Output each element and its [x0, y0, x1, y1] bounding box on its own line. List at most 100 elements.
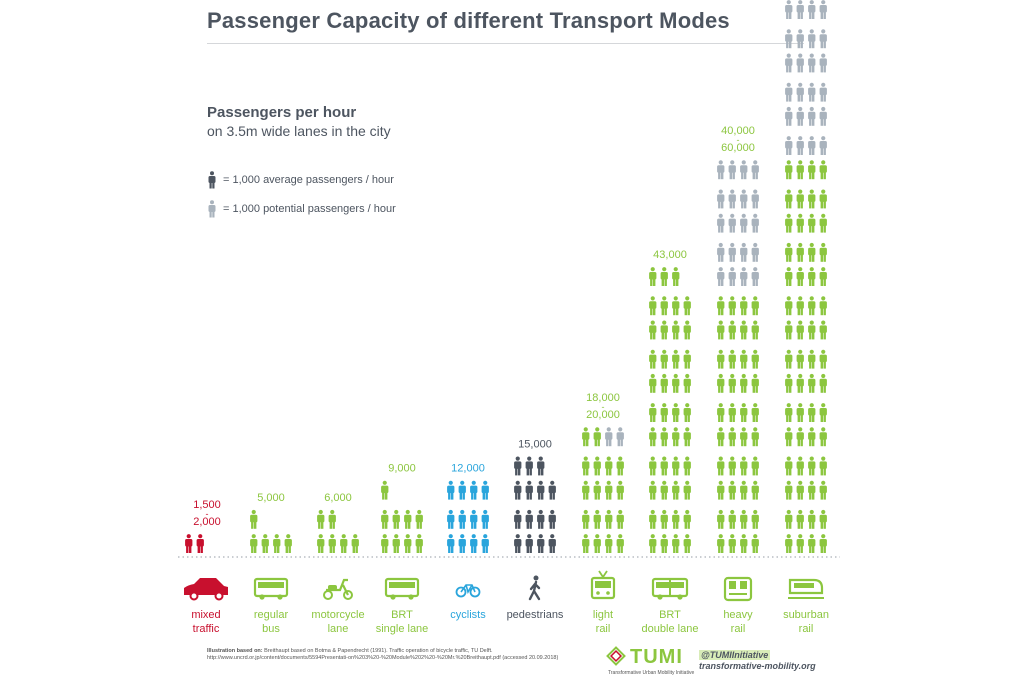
person-icon	[548, 509, 556, 529]
person-icon	[514, 534, 522, 553]
person-icon	[672, 373, 680, 393]
person-icon	[796, 427, 804, 447]
bus-icon	[253, 577, 289, 600]
value-label: 43,000	[653, 249, 687, 261]
person-icon	[796, 456, 804, 476]
person-icon	[728, 160, 736, 180]
person-icon	[470, 480, 478, 500]
person-icon	[660, 296, 668, 316]
person-icon	[672, 427, 680, 447]
person-icon	[537, 534, 545, 553]
person-icon	[250, 534, 258, 553]
person-icon	[273, 534, 281, 553]
bar-moto	[317, 509, 359, 553]
person-icon	[593, 534, 601, 553]
person-icon	[185, 534, 193, 553]
person-icon	[819, 53, 827, 73]
person-icon	[785, 349, 793, 369]
person-icon	[808, 0, 816, 19]
person-icon	[785, 427, 793, 447]
tumi-diamond-icon	[606, 646, 626, 666]
category-label-line2: rail	[731, 623, 746, 635]
person-icon	[660, 480, 668, 500]
category-label-line2: rail	[799, 623, 814, 635]
person-icon	[683, 509, 691, 529]
person-icon	[808, 480, 816, 500]
person-icon	[415, 534, 423, 553]
person-icon	[751, 242, 759, 262]
person-icon	[514, 456, 522, 476]
person-icon	[605, 480, 613, 500]
person-icon	[740, 160, 748, 180]
person-icon	[605, 456, 613, 476]
person-icon	[470, 509, 478, 529]
person-icon	[458, 480, 466, 500]
person-icon	[785, 373, 793, 393]
person-icon	[728, 534, 736, 553]
person-icon	[808, 267, 816, 286]
website-link[interactable]: transformative-mobility.org	[699, 661, 816, 671]
category-label-line1: BRT	[659, 609, 681, 621]
person-icon	[808, 213, 816, 233]
person-icon	[819, 296, 827, 316]
value-label-dash: -	[602, 402, 605, 412]
bar-ped	[514, 456, 556, 553]
person-icon	[785, 136, 793, 155]
person-icon	[740, 242, 748, 262]
person-icon	[196, 534, 204, 553]
person-icon	[683, 427, 691, 447]
person-icon	[447, 534, 455, 553]
person-icon	[819, 82, 827, 102]
person-icon	[717, 456, 725, 476]
person-icon	[717, 320, 725, 340]
double-bus-icon	[651, 577, 689, 600]
category-label-line1: regular	[254, 609, 289, 621]
person-icon	[751, 267, 759, 286]
person-icon	[447, 480, 455, 500]
person-icon	[751, 403, 759, 422]
twitter-handle[interactable]: @TUMIInitiative	[699, 650, 771, 660]
person-icon	[819, 373, 827, 393]
person-icon	[683, 373, 691, 393]
person-dark-icon	[208, 171, 216, 189]
person-icon	[672, 534, 680, 553]
person-icon	[785, 296, 793, 316]
value-label: 9,000	[388, 463, 416, 475]
person-icon	[751, 320, 759, 340]
person-icon	[751, 160, 759, 180]
person-icon	[261, 534, 269, 553]
person-icon	[537, 480, 545, 500]
category-label-line2: lane	[328, 623, 349, 635]
person-icon	[796, 136, 804, 155]
person-icon	[660, 427, 668, 447]
legend-potential: = 1,000 potential passengers / hour	[207, 200, 396, 218]
person-icon	[796, 0, 804, 19]
value-label: 12,000	[451, 463, 485, 475]
person-icon	[649, 320, 657, 340]
category-label-line2: bus	[262, 623, 280, 635]
person-icon	[796, 373, 804, 393]
person-icon	[796, 213, 804, 233]
person-icon	[819, 403, 827, 422]
person-icon	[672, 509, 680, 529]
category-label-line1: heavy	[723, 609, 753, 621]
person-icon	[605, 427, 613, 447]
person-icon	[250, 509, 258, 529]
person-icon	[785, 106, 793, 126]
person-icon	[796, 296, 804, 316]
person-icon	[740, 373, 748, 393]
person-icon	[649, 534, 657, 553]
bar-brt2	[649, 267, 691, 553]
tram-icon	[590, 570, 616, 600]
bar-brt	[381, 480, 423, 553]
person-icon	[605, 534, 613, 553]
person-icon	[649, 373, 657, 393]
person-icon	[470, 534, 478, 553]
person-icon	[808, 349, 816, 369]
person-icon	[751, 427, 759, 447]
person-icon	[785, 480, 793, 500]
category-label-line1: motorcycle	[311, 609, 364, 621]
person-icon	[340, 534, 348, 553]
bar-lrt	[582, 427, 624, 553]
